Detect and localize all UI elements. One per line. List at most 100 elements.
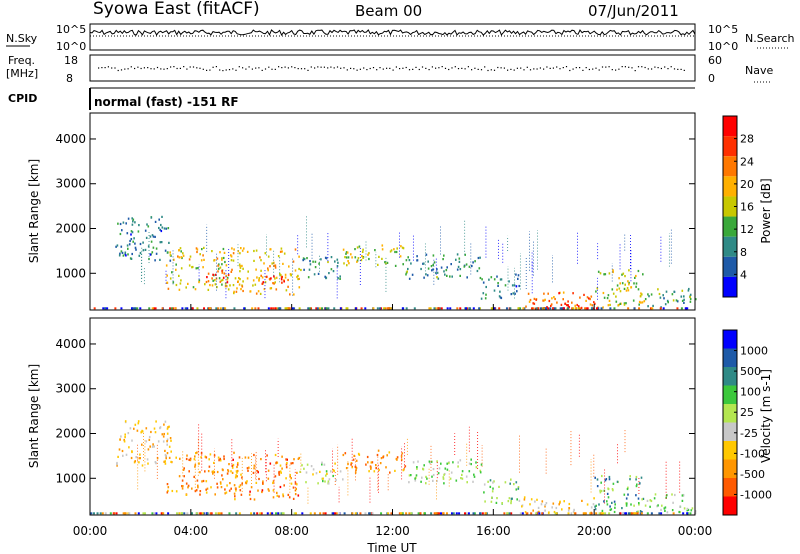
heat-cell: [224, 492, 226, 495]
heat-cell: [319, 512, 322, 515]
heat-cell: [280, 247, 283, 250]
heat-cell: [306, 257, 308, 260]
colorbar-tick-label: 12: [740, 223, 754, 236]
heat-cell: [689, 293, 692, 296]
heat-cell: [130, 233, 132, 236]
heat-cell: [401, 452, 404, 455]
heat-cell: [275, 461, 278, 464]
freq-dot: [402, 67, 404, 69]
heat-cell: [681, 289, 684, 292]
heat-cell: [590, 512, 593, 515]
heat-cell: [134, 307, 137, 310]
heat-cell: [269, 287, 272, 290]
power-colorbar-label: Power [dB]: [759, 178, 773, 243]
heat-cell: [674, 493, 676, 497]
heat-cell: [666, 511, 669, 514]
heat-cell: [390, 512, 393, 515]
heat-cell: [266, 512, 269, 515]
heat-cell: [240, 288, 242, 291]
heat-cell: [517, 277, 519, 280]
heat-cell: [120, 245, 123, 248]
heat-cell: [151, 512, 154, 515]
heat-cell: [673, 290, 675, 293]
heat-cell: [408, 474, 411, 477]
heat-cell: [213, 461, 215, 464]
heat-cell: [222, 256, 225, 260]
heat-cell: [637, 288, 640, 291]
heat-cell: [214, 512, 217, 515]
heat-cell: [313, 273, 316, 276]
heat-cell: [508, 497, 511, 500]
heat-cell: [446, 266, 448, 269]
heat-cell: [309, 512, 312, 515]
heat-cell: [232, 252, 235, 255]
heat-cell: [302, 257, 305, 260]
heat-cell: [233, 290, 235, 293]
heat-cell: [241, 249, 244, 252]
heat-cell: [564, 302, 566, 305]
heat-cell: [597, 270, 600, 273]
heat-cell: [582, 512, 585, 515]
heat-cell: [188, 470, 190, 473]
heat-cell: [647, 293, 649, 296]
heat-cell: [115, 245, 117, 248]
colorbar-swatch: [723, 116, 737, 137]
heat-cell: [561, 508, 563, 511]
heat-cell: [294, 269, 297, 272]
freq-dot: [677, 68, 679, 70]
heat-cell: [566, 307, 569, 310]
nsearch-tick-high: 10^5: [708, 23, 738, 36]
heat-cell: [586, 296, 589, 299]
heat-cell: [180, 256, 183, 259]
heat-cell: [448, 462, 450, 465]
heat-cell: [217, 512, 220, 515]
heat-cell: [436, 268, 438, 271]
heat-cell: [178, 249, 180, 252]
freq-dot: [592, 68, 594, 70]
freq-dot: [654, 66, 656, 68]
heat-cell: [400, 458, 403, 461]
colorbar-swatch: [723, 348, 737, 367]
heat-cell: [437, 512, 440, 515]
heat-cell: [194, 463, 197, 467]
heat-cell: [427, 260, 429, 263]
freq-dot: [346, 69, 348, 71]
heat-cell: [687, 289, 690, 292]
heat-cell: [189, 459, 192, 462]
freq-dot: [199, 67, 201, 69]
heat-cell: [288, 496, 291, 499]
heat-cell: [153, 445, 155, 448]
freq-dot: [228, 69, 231, 71]
heat-cell: [151, 307, 154, 310]
heat-cell: [452, 512, 455, 515]
heat-cell: [345, 252, 347, 255]
heat-cell: [131, 450, 133, 453]
heat-cell: [241, 476, 243, 479]
heat-cell: [253, 453, 255, 457]
heat-cell: [120, 307, 123, 310]
heat-cell: [675, 299, 678, 302]
heat-cell: [267, 307, 270, 310]
heat-cell: [216, 482, 218, 485]
heat-cell: [523, 498, 526, 501]
heat-cell: [598, 503, 600, 506]
heat-cell: [567, 512, 570, 515]
heat-cell: [284, 276, 287, 279]
heat-cell: [326, 472, 328, 475]
heat-cell: [513, 284, 516, 287]
heat-cell: [434, 307, 437, 310]
heat-cell: [274, 264, 277, 267]
heat-cell: [301, 464, 303, 467]
heat-cell: [347, 462, 349, 465]
heat-cell: [200, 512, 203, 515]
heat-cell: [683, 507, 686, 510]
heat-cell: [177, 255, 179, 258]
heat-cell: [303, 258, 306, 261]
heat-cell: [536, 511, 539, 514]
heat-cell: [555, 506, 558, 510]
heat-cell: [169, 254, 172, 257]
heat-cell: [322, 512, 325, 515]
heat-cell: [221, 271, 224, 274]
heat-cell: [207, 272, 210, 275]
heat-cell: [144, 229, 147, 232]
